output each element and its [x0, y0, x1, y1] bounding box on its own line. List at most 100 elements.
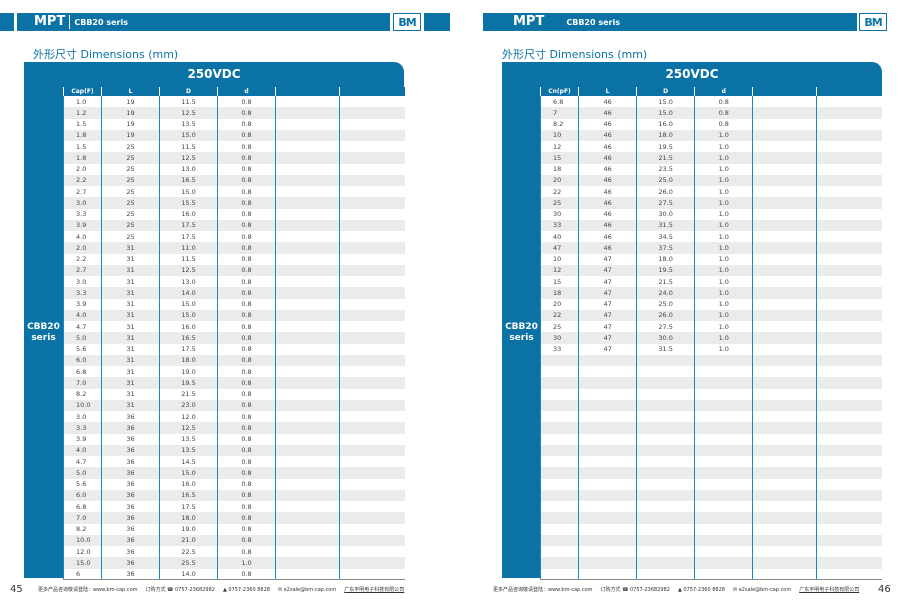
table-cell	[275, 467, 340, 479]
table-cell	[275, 444, 340, 456]
table-cell	[339, 512, 405, 524]
table-cell	[275, 298, 340, 310]
table-cell	[816, 512, 882, 524]
table-cell: 17.5	[159, 231, 218, 243]
table-cell	[539, 366, 579, 378]
table-cell	[694, 444, 753, 456]
table-cell	[275, 354, 340, 366]
table-cell: 1.0	[694, 309, 753, 321]
table-cell: 0.8	[217, 163, 276, 175]
table-cell	[339, 456, 405, 468]
table-cell: 36	[101, 433, 160, 445]
table-cell	[752, 557, 817, 569]
table-cell	[752, 444, 817, 456]
table-cell: 6.0	[63, 354, 102, 366]
table-cell: 0.8	[694, 96, 753, 108]
table-cell: 0.8	[217, 456, 276, 468]
table-row: 12 47 19.5 1.0	[539, 264, 882, 276]
table-cell	[816, 253, 882, 265]
table-cell	[752, 467, 817, 479]
table-cell: 0.8	[217, 309, 276, 321]
table-cell: 12	[539, 141, 579, 153]
table-cell	[578, 534, 637, 546]
table-cell	[339, 422, 405, 434]
table-row: 20 47 25.0 1.0	[539, 298, 882, 310]
table-row: 5.6 31 17.5 0.8	[63, 343, 405, 355]
table-cell: 25	[101, 163, 160, 175]
table-cell	[694, 433, 753, 445]
table-cell: 7	[539, 107, 579, 119]
section-title: 外形尺寸 Dimensions (mm)	[502, 48, 648, 61]
table-row: 8.2 46 16.0 0.8	[539, 118, 882, 130]
table-cell	[752, 276, 817, 288]
table-cell: 19.0	[159, 366, 218, 378]
table-row	[539, 512, 882, 524]
table-cell	[339, 129, 405, 141]
column-header	[752, 87, 817, 96]
table-cell	[275, 433, 340, 445]
table-row: 3.0 25 15.5 0.8	[63, 197, 405, 209]
table-cell	[275, 186, 340, 198]
table-cell	[339, 163, 405, 175]
table-cell	[636, 377, 695, 389]
table-cell	[275, 557, 340, 569]
table-cell	[816, 534, 882, 546]
table-cell	[752, 152, 817, 164]
table-cell	[752, 523, 817, 535]
table-cell	[339, 219, 405, 231]
table-cell	[339, 534, 405, 546]
table-cell: 47	[578, 298, 637, 310]
table-cell: 27.5	[636, 197, 695, 209]
table-cell: 31.5	[636, 343, 695, 355]
table-cell: 0.8	[217, 298, 276, 310]
table-cell: 46	[578, 197, 637, 209]
table-row	[539, 388, 882, 400]
table-row	[539, 568, 882, 581]
table-cell	[816, 264, 882, 276]
table-row: 3.9 25 17.5 0.8	[63, 219, 405, 231]
table-cell: 0.8	[217, 208, 276, 220]
table-cell	[694, 354, 753, 366]
table-cell	[275, 501, 340, 513]
table-cell	[816, 332, 882, 344]
table-cell: 1.0	[694, 343, 753, 355]
table-cell: 7.0	[63, 377, 102, 389]
table-cell: 36	[101, 568, 160, 581]
table-cell	[752, 242, 817, 254]
table-cell: 14.5	[159, 456, 218, 468]
table-cell: 46	[578, 208, 637, 220]
table-cell: 36	[101, 512, 160, 524]
table-cell	[539, 557, 579, 569]
table-cell: 25	[101, 197, 160, 209]
table-row: 5.0 31 16.5 0.8	[63, 332, 405, 344]
table-cell	[636, 422, 695, 434]
table-cell: 1.0	[694, 129, 753, 141]
table-row	[539, 501, 882, 513]
table-cell: 22	[539, 186, 579, 198]
table-cell	[816, 377, 882, 389]
table-cell	[752, 231, 817, 243]
table-cell	[275, 208, 340, 220]
table-cell: 36	[101, 467, 160, 479]
table-cell	[339, 253, 405, 265]
table-cell: 4.7	[63, 321, 102, 333]
table-cell	[816, 501, 882, 513]
table-cell: 0.8	[217, 264, 276, 276]
header-bar	[424, 13, 450, 31]
bm-logo: BM	[393, 13, 421, 31]
column-header: D	[159, 87, 218, 96]
table-cell	[578, 388, 637, 400]
column-header: L	[578, 87, 637, 96]
table-cell: 0.8	[217, 343, 276, 355]
table-cell: 5.0	[63, 467, 102, 479]
table-cell: 2.0	[63, 163, 102, 175]
table-cell	[636, 501, 695, 513]
table-cell	[578, 433, 637, 445]
table-cell	[816, 186, 882, 198]
table-cell	[816, 343, 882, 355]
table-cell: 14.0	[159, 568, 218, 581]
table-cell	[275, 512, 340, 524]
table-row: 15.0 36 25.5 1.0	[63, 557, 405, 569]
table-cell	[636, 456, 695, 468]
